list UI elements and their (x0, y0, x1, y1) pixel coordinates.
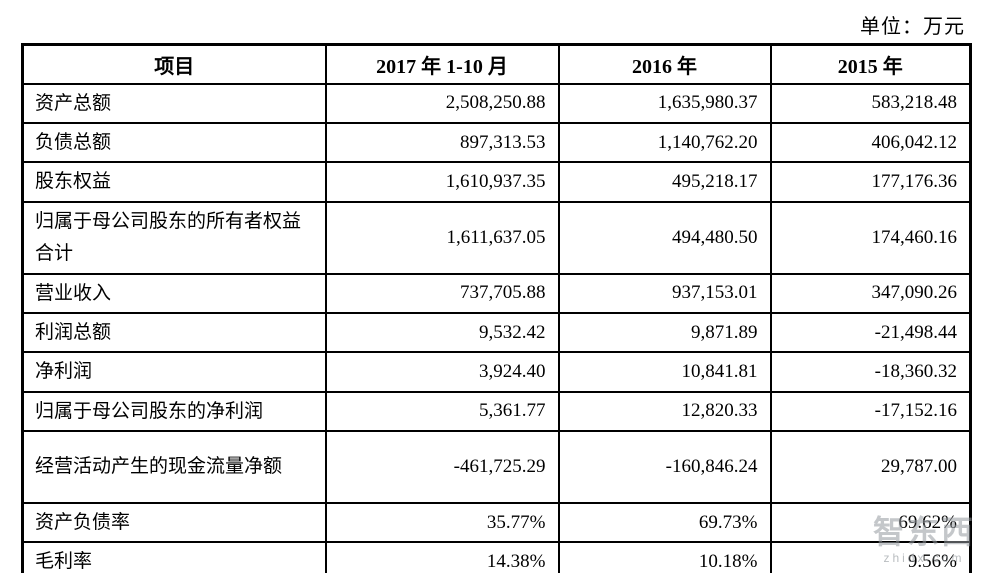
header-2016: 2016 年 (557, 43, 772, 85)
table-row-asset-liability-ratio: 资产负债率 35.77% 69.73% 69.62% (21, 501, 972, 544)
cell-value: 2,508,250.88 (324, 82, 560, 124)
cell-value: 174,460.16 (769, 200, 972, 275)
cell-value: 9.56% (769, 541, 972, 573)
cell-value: 5,361.77 (324, 390, 560, 432)
row-label: 毛利率 (21, 541, 327, 573)
table-row-gross-margin: 毛利率 14.38% 10.18% 9.56% (21, 541, 972, 573)
row-label: 营业收入 (21, 272, 327, 314)
row-label: 经营活动产生的现金流量净额 (21, 429, 327, 504)
cell-value: 406,042.12 (769, 121, 972, 164)
cell-value: -461,725.29 (324, 429, 560, 504)
row-label: 利润总额 (21, 311, 327, 354)
cell-value: -160,846.24 (557, 429, 772, 504)
cell-value: -17,152.16 (769, 390, 972, 432)
cell-value: 177,176.36 (769, 161, 972, 203)
cell-value: 12,820.33 (557, 390, 772, 432)
cell-value: 494,480.50 (557, 200, 772, 275)
row-label: 资产总额 (21, 82, 327, 124)
cell-value: 495,218.17 (557, 161, 772, 203)
cell-value: 897,313.53 (324, 121, 560, 164)
financial-summary-table: 项目 2017 年 1-10 月 2016 年 2015 年 资产总额 2,50… (21, 43, 972, 573)
cell-value: -18,360.32 (769, 351, 972, 393)
header-2015: 2015 年 (769, 43, 972, 85)
cell-value: 1,140,762.20 (557, 121, 772, 164)
table-row-total-liabilities: 负债总额 897,313.53 1,140,762.20 406,042.12 (21, 121, 972, 164)
table-row-operating-revenue: 营业收入 737,705.88 937,153.01 347,090.26 (21, 272, 972, 314)
table-row-equity-attributable-parent: 归属于母公司股东的所有者权益合计 1,611,637.05 494,480.50… (21, 200, 972, 275)
table-row-net-profit: 净利润 3,924.40 10,841.81 -18,360.32 (21, 351, 972, 393)
cell-value: -21,498.44 (769, 311, 972, 354)
cell-value: 3,924.40 (324, 351, 560, 393)
unit-label: 单位：万元 (860, 16, 965, 38)
cell-value: 1,635,980.37 (557, 82, 772, 124)
cell-value: 9,532.42 (324, 311, 560, 354)
table-row-net-profit-attributable-parent: 归属于母公司股东的净利润 5,361.77 12,820.33 -17,152.… (21, 390, 972, 432)
cell-value: 9,871.89 (557, 311, 772, 354)
table-row-total-assets: 资产总额 2,508,250.88 1,635,980.37 583,218.4… (21, 82, 972, 124)
cell-value: 10,841.81 (557, 351, 772, 393)
cell-value: 10.18% (557, 541, 772, 573)
cell-value: 69.73% (557, 501, 772, 544)
row-label: 负债总额 (21, 121, 327, 164)
cell-value: 937,153.01 (557, 272, 772, 314)
table-row-total-profit: 利润总额 9,532.42 9,871.89 -21,498.44 (21, 311, 972, 354)
header-row: 项目 2017 年 1-10 月 2016 年 2015 年 (21, 43, 972, 85)
cell-value: 14.38% (324, 541, 560, 573)
header-item: 项目 (21, 43, 327, 85)
cell-value: 29,787.00 (769, 429, 972, 504)
row-label: 净利润 (21, 351, 327, 393)
cell-value: 583,218.48 (769, 82, 972, 124)
row-label: 资产负债率 (21, 501, 327, 544)
cell-value: 1,610,937.35 (324, 161, 560, 203)
cell-value: 69.62% (769, 501, 972, 544)
row-label: 股东权益 (21, 161, 327, 203)
table-row-shareholders-equity: 股东权益 1,610,937.35 495,218.17 177,176.36 (21, 161, 972, 203)
cell-value: 347,090.26 (769, 272, 972, 314)
header-2017: 2017 年 1-10 月 (324, 43, 560, 85)
cell-value: 35.77% (324, 501, 560, 544)
table-row-operating-cash-flow: 经营活动产生的现金流量净额 -461,725.29 -160,846.24 29… (21, 429, 972, 504)
row-label: 归属于母公司股东的净利润 (21, 390, 327, 432)
cell-value: 737,705.88 (324, 272, 560, 314)
row-label: 归属于母公司股东的所有者权益合计 (21, 200, 327, 275)
cell-value: 1,611,637.05 (324, 200, 560, 275)
